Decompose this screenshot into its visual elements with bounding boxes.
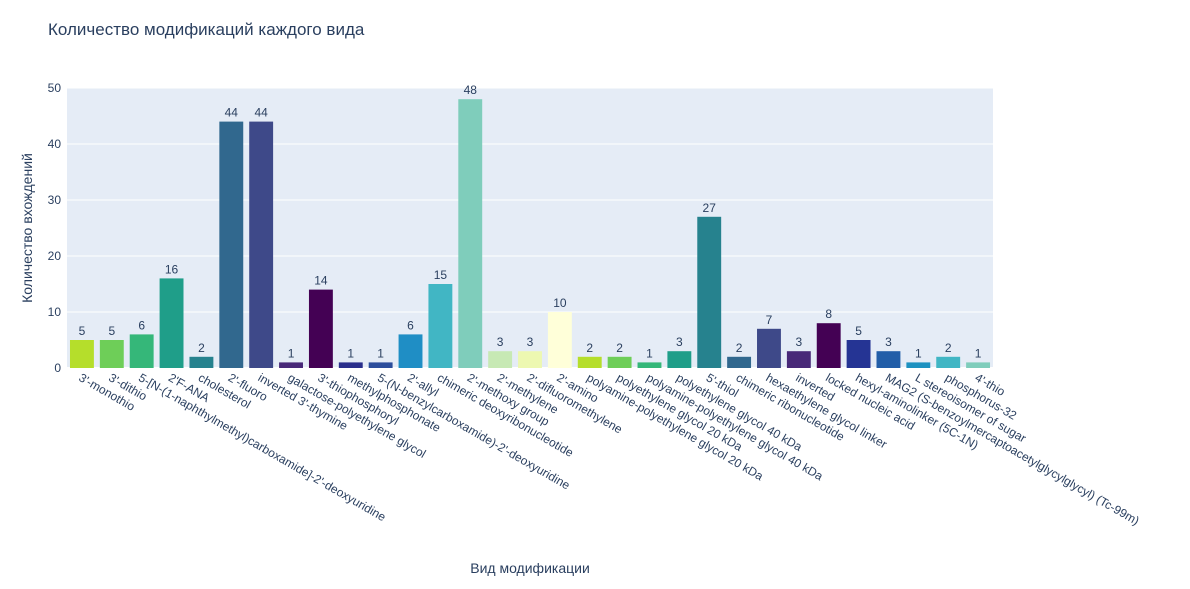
bar[interactable] [577, 356, 602, 368]
data-label: 3 [676, 335, 683, 349]
bar[interactable] [488, 351, 513, 368]
bar[interactable] [816, 323, 841, 368]
data-label: 14 [314, 274, 328, 288]
data-label: 1 [915, 346, 922, 360]
data-label: 1 [975, 346, 982, 360]
data-label: 6 [407, 318, 414, 332]
y-tick-label: 40 [48, 137, 62, 151]
data-label: 3 [885, 335, 892, 349]
y-tick-label: 10 [48, 305, 62, 319]
bar[interactable] [966, 362, 991, 368]
data-label: 2 [616, 341, 623, 355]
bar[interactable] [398, 334, 423, 368]
data-label: 2 [736, 341, 743, 355]
data-label: 7 [766, 313, 773, 327]
y-tick-label: 50 [48, 81, 62, 95]
bar[interactable] [99, 340, 124, 368]
bar[interactable] [547, 312, 572, 368]
y-tick-label: 0 [54, 361, 61, 375]
bar[interactable] [279, 362, 303, 368]
bar[interactable] [786, 351, 811, 368]
y-tick-label: 30 [48, 193, 62, 207]
data-label: 5 [108, 324, 115, 338]
bar[interactable] [936, 356, 961, 368]
bar[interactable] [906, 362, 931, 368]
bar[interactable] [368, 362, 393, 368]
data-label: 2 [945, 341, 952, 355]
bars [69, 99, 991, 368]
data-label: 16 [165, 262, 179, 276]
data-label: 2 [586, 341, 593, 355]
x-tick-label: MAG2 (S-benzoylmercaptoacetylglycylglycy… [883, 370, 1142, 527]
data-label: 3 [497, 335, 504, 349]
bar[interactable] [458, 99, 483, 368]
gridlines [67, 87, 993, 369]
data-label: 1 [646, 346, 653, 360]
plot-background [67, 88, 993, 368]
chart-title: Количество модификаций каждого вида [48, 20, 365, 39]
data-label: 3 [795, 335, 802, 349]
data-label: 5 [855, 324, 862, 338]
bar[interactable] [846, 340, 871, 368]
data-label: 10 [553, 296, 567, 310]
data-label: 1 [288, 346, 295, 360]
bar[interactable] [308, 289, 333, 368]
data-label: 1 [377, 346, 384, 360]
bar[interactable] [249, 121, 274, 368]
bar[interactable] [757, 328, 781, 368]
data-label: 2 [198, 341, 205, 355]
bar[interactable] [876, 351, 901, 368]
bar[interactable] [69, 340, 94, 368]
data-label: 15 [434, 268, 448, 282]
y-axis-ticks: 0 10 20 30 40 50 [48, 81, 62, 375]
bar[interactable] [219, 121, 244, 368]
data-label: 44 [254, 106, 268, 120]
data-label: 8 [825, 307, 832, 321]
x-axis-ticks: 3'-monothio3'-dithio5-[N-(1-naphthylmeth… [76, 370, 1141, 527]
bar[interactable] [667, 351, 692, 368]
bar[interactable] [697, 216, 722, 368]
data-label: 44 [225, 106, 239, 120]
data-label: 3 [527, 335, 534, 349]
y-tick-label: 20 [48, 249, 62, 263]
bar[interactable] [338, 362, 363, 368]
data-label: 27 [703, 201, 717, 215]
bar[interactable] [428, 284, 453, 368]
bar[interactable] [518, 351, 542, 368]
bar[interactable] [189, 356, 214, 368]
bar[interactable] [159, 278, 184, 368]
data-label: 1 [347, 346, 354, 360]
bar[interactable] [129, 334, 154, 368]
data-label: 5 [79, 324, 86, 338]
bar[interactable] [607, 356, 632, 368]
data-label: 48 [464, 83, 478, 97]
bar[interactable] [637, 362, 662, 368]
bar[interactable] [727, 356, 752, 368]
x-axis-title: Вид модификации [470, 560, 590, 576]
y-axis-title: Количество вхождений [19, 153, 35, 303]
data-label: 6 [138, 318, 145, 332]
